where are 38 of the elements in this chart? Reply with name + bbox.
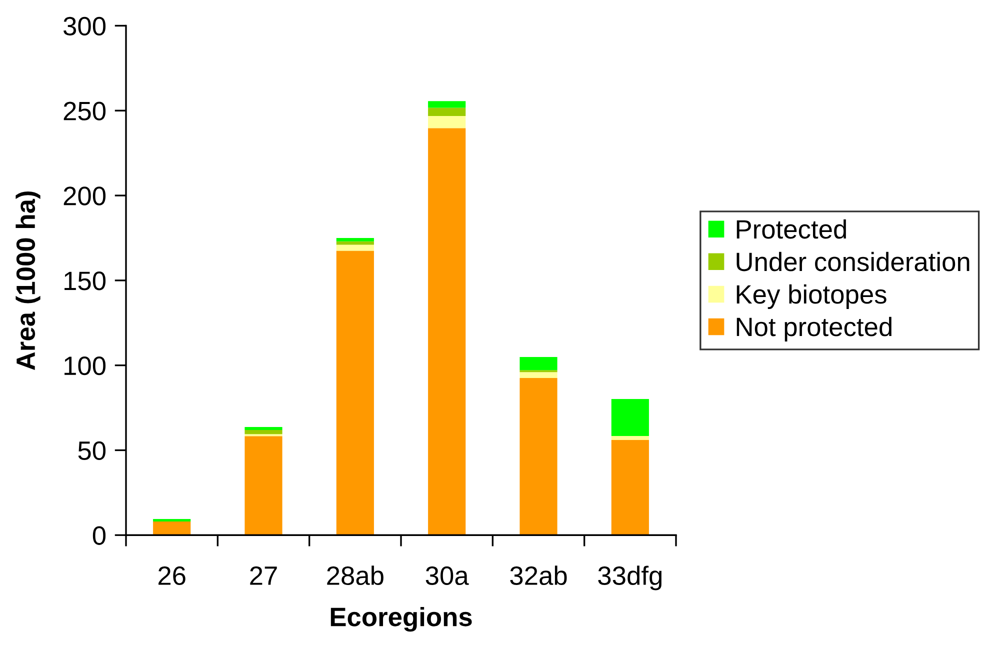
legend-label: Under consideration [736,252,970,272]
bar [153,522,191,536]
bar [244,426,282,430]
bar [611,398,649,436]
bar [336,241,374,245]
bar [336,244,374,251]
bar [153,518,191,522]
x-tick-label: 27 [250,566,277,585]
x-tick-label: 28ab [327,566,384,586]
bar [244,430,282,434]
bar [611,440,649,536]
bar [611,436,649,440]
y-axis-title: Area (1000 ha) [16,192,40,370]
legend-label: Not protected [736,316,892,342]
y-tick-label: 150 [64,272,106,290]
x-tick-label: 32ab [510,566,567,586]
bar [428,116,466,128]
y-tick-label: 100 [64,356,106,376]
x-tick-label: 26 [158,566,186,586]
y-tick-label: 50 [78,441,106,460]
legend-label: Protected [736,219,846,239]
bar [428,128,466,536]
bar [428,101,466,108]
y-tick-label: 250 [64,102,106,120]
bar [336,238,374,242]
bar [520,357,558,370]
legend-label: Key biotopes [736,284,886,309]
bar [244,436,282,536]
x-axis-title: Ecoregions [330,606,472,632]
y-tick-label: 0 [92,526,106,545]
bar [520,372,558,378]
bar [428,108,466,116]
y-tick-label: 200 [64,186,106,206]
bar [336,250,374,536]
bar [520,378,558,536]
x-tick-label: 30a [426,566,469,586]
y-tick-label: 300 [64,16,106,36]
x-tick-label: 33dfg [598,566,662,590]
